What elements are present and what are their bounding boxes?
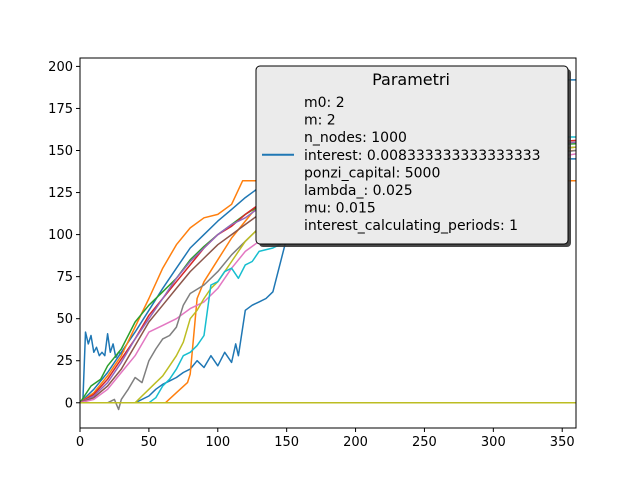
plot-area-frame [79,57,577,429]
legend-entry: m0: 2 [304,95,345,111]
y-tick-label: 50 [56,312,73,327]
x-tick-label: 250 [412,435,437,450]
x-tick-label: 300 [481,435,506,450]
legend: Parametri m0: 2 m: 2n_nodes: 1000 interest:… [255,65,571,247]
legend-title: Parametri [372,70,450,89]
legend-entry: interest_calculating_periods: 1 [304,218,518,234]
legend-entry: mu: 0.015 [304,201,376,217]
legend-entry: ponzi_capital: 5000 [304,165,440,181]
legend-entry: lambda_: 0.025 [304,183,413,199]
y-tick-label: 75 [56,270,73,285]
x-tick-label: 50 [141,435,158,450]
legend-entry: m: 2 [304,113,336,129]
x-tick-label: 150 [274,435,299,450]
y-axis: 0 25 50 75 100 125 150 175 200 [48,60,80,411]
x-axis: 0 50 100 150 200 250 300 350 [76,428,575,450]
legend-box [255,65,569,245]
y-tick-label: 100 [48,228,73,243]
y-tick-label: 175 [48,102,73,117]
y-tick-label: 0 [65,396,73,411]
y-tick-label: 125 [48,186,73,201]
x-tick-label: 0 [76,435,84,450]
y-tick-label: 150 [48,144,73,159]
y-tick-label: 25 [56,354,73,369]
legend-entry: interest: 0.008333333333333333 [304,148,541,164]
x-tick-label: 100 [205,435,230,450]
x-tick-label: 350 [550,435,575,450]
legend-entry: n_nodes: 1000 [304,130,407,146]
y-tick-label: 200 [48,60,73,75]
x-tick-label: 200 [343,435,368,450]
